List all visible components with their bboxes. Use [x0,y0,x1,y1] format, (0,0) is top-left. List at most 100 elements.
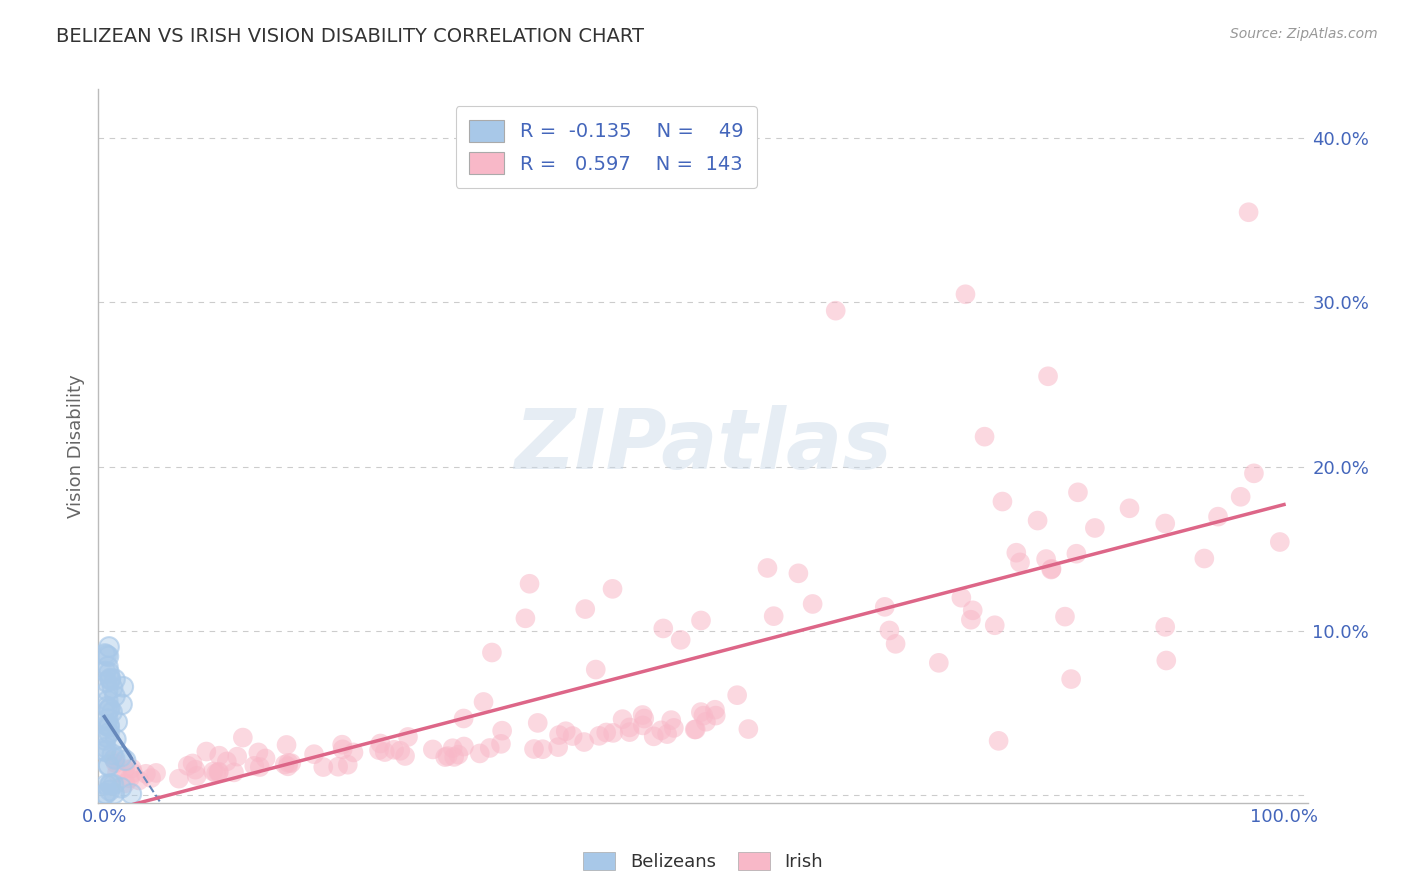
Point [98,726,121,740]
Point [422,742,444,756]
Point [97,659,120,673]
Point [118,772,141,786]
Point [101,681,124,695]
Text: BELIZEAN VS IRISH VISION DISABILITY CORRELATION CHART: BELIZEAN VS IRISH VISION DISABILITY CORR… [56,27,644,45]
Point [326,760,349,774]
Point [97,759,120,773]
Point [662,721,685,735]
Point [104,689,127,703]
Point [519,576,541,591]
Point [177,758,200,772]
Point [94,740,117,755]
Point [643,729,665,743]
Point [1268,535,1291,549]
Point [1154,516,1177,531]
Point [1005,546,1028,560]
Point [683,723,706,737]
Point [374,745,396,759]
Point [725,688,748,702]
Point [96,718,118,732]
Point [277,756,299,770]
Point [394,749,416,764]
Point [960,613,983,627]
Point [1036,369,1059,384]
Point [669,632,692,647]
Point [1154,653,1177,667]
Point [1067,485,1090,500]
Point [97,693,120,707]
Point [243,759,266,773]
Point [104,732,127,747]
Point [274,757,297,772]
Point [277,759,299,773]
Point [762,609,785,624]
Point [101,705,124,719]
Point [120,787,142,801]
Point [208,764,231,779]
Point [1026,514,1049,528]
Point [652,622,675,636]
Point [685,723,707,737]
Point [342,746,364,760]
Point [232,731,254,745]
Point [655,727,678,741]
Point [247,746,270,760]
Point [114,753,136,767]
Point [97,702,120,716]
Point [447,747,470,762]
Point [96,778,118,792]
Point [1084,521,1107,535]
Point [96,699,118,714]
Point [97,649,120,664]
Point [96,648,118,662]
Point [554,724,576,739]
Point [98,726,121,740]
Point [659,713,682,727]
Point [97,649,120,664]
Point [186,769,208,783]
Point [96,675,118,690]
Point [103,777,125,791]
Point [98,665,121,680]
Point [879,624,901,638]
Point [1060,672,1083,686]
Point [389,744,412,758]
Point [104,752,127,766]
Point [104,753,127,767]
Point [491,723,513,738]
Point [602,726,624,740]
Point [96,648,118,662]
Point [122,766,145,780]
Point [96,683,118,698]
Legend: Belizeans, Irish: Belizeans, Irish [575,845,831,879]
Point [254,751,277,765]
Point [93,732,115,747]
Point [249,760,271,774]
Point [515,611,537,625]
Point [114,776,136,790]
Point [97,758,120,772]
Point [631,708,654,723]
Point [97,718,120,732]
Point [97,659,120,673]
Point [98,783,121,797]
Point [94,647,117,661]
Point [695,714,717,729]
Point [884,637,907,651]
Point [468,747,491,761]
Point [98,672,121,686]
Legend: R =  -0.135    N =    49, R =   0.597    N =  143: R = -0.135 N = 49, R = 0.597 N = 143 [456,106,756,188]
Point [561,729,583,743]
Point [128,773,150,788]
Point [588,729,610,743]
Point [101,747,124,762]
Point [195,745,218,759]
Point [633,712,655,726]
Point [962,603,984,617]
Point [104,756,127,771]
Point [103,787,125,801]
Point [453,711,475,725]
Point [1118,501,1140,516]
Point [98,640,121,654]
Point [94,743,117,757]
